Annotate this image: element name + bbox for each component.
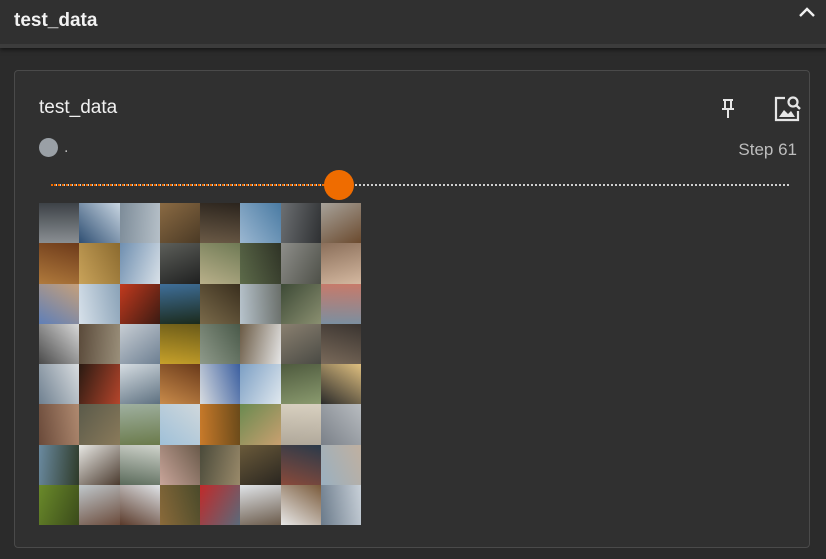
collapse-button[interactable] (796, 2, 818, 24)
image-tile (159, 203, 200, 244)
image-tile (119, 364, 160, 405)
step-label: Step 61 (738, 140, 797, 159)
image-tile (320, 364, 361, 405)
image-tile (79, 404, 120, 445)
image-grid[interactable] (39, 203, 361, 525)
image-tile (200, 364, 241, 405)
image-tile (39, 484, 80, 525)
image-tile (159, 243, 200, 284)
section-title: test_data (14, 10, 98, 31)
image-tile (39, 444, 80, 485)
image-tile (79, 243, 120, 284)
image-tile (240, 323, 281, 364)
pin-button[interactable] (717, 97, 739, 121)
image-tile (320, 444, 361, 485)
image-tile (39, 203, 80, 244)
image-tile (240, 283, 281, 324)
image-tile (280, 243, 321, 284)
image-tile (200, 323, 241, 364)
image-tile (200, 404, 241, 445)
pin-icon (722, 99, 734, 118)
image-tile (119, 243, 160, 284)
image-tile (119, 484, 160, 525)
image-tile (320, 404, 361, 445)
image-tile (79, 203, 120, 244)
image-tile (280, 283, 321, 324)
image-tile (119, 323, 160, 364)
image-tile (159, 364, 200, 405)
step-slider[interactable] (51, 169, 789, 201)
image-tile (280, 444, 321, 485)
image-tile (79, 444, 120, 485)
image-tile (39, 243, 80, 284)
section-header: test_data (0, 0, 826, 48)
image-tile (159, 404, 200, 445)
image-tile (320, 323, 361, 364)
image-tile (39, 404, 80, 445)
slider-track (51, 184, 789, 186)
image-tile (159, 484, 200, 525)
image-tile (200, 444, 241, 485)
image-tile (280, 364, 321, 405)
image-tile (39, 283, 80, 324)
image-tile (280, 404, 321, 445)
image-tile (119, 203, 160, 244)
image-tile (119, 444, 160, 485)
run-name: . (64, 139, 69, 156)
image-tile (159, 323, 200, 364)
image-tile (39, 323, 80, 364)
image-tile (200, 203, 241, 244)
image-tile (320, 283, 361, 324)
slider-thumb[interactable] (323, 170, 354, 200)
image-tile (240, 203, 281, 244)
image-tile (240, 404, 281, 445)
image-tile (200, 243, 241, 284)
image-tile (119, 283, 160, 324)
image-tile (320, 484, 361, 525)
image-tile (280, 203, 321, 244)
image-tile (119, 404, 160, 445)
image-tile (280, 323, 321, 364)
image-tile (200, 484, 241, 525)
image-search-button[interactable] (771, 93, 803, 125)
slider-fill (51, 184, 339, 186)
image-tile (159, 283, 200, 324)
image-tile (320, 243, 361, 284)
image-tile (79, 484, 120, 525)
image-tile (200, 283, 241, 324)
image-tile (240, 484, 281, 525)
image-tile (280, 484, 321, 525)
run-color-dot (39, 138, 58, 157)
image-card: test_data . Step 61 (14, 70, 810, 548)
image-tile (240, 243, 281, 284)
chevron-up-icon (799, 7, 815, 17)
image-tile (79, 364, 120, 405)
card-title: test_data (39, 97, 118, 118)
image-tile (159, 444, 200, 485)
image-search-icon (774, 96, 801, 122)
image-tile (240, 444, 281, 485)
image-tile (79, 323, 120, 364)
image-tile (79, 283, 120, 324)
image-tile (39, 364, 80, 405)
image-tile (320, 203, 361, 244)
image-tile (240, 364, 281, 405)
